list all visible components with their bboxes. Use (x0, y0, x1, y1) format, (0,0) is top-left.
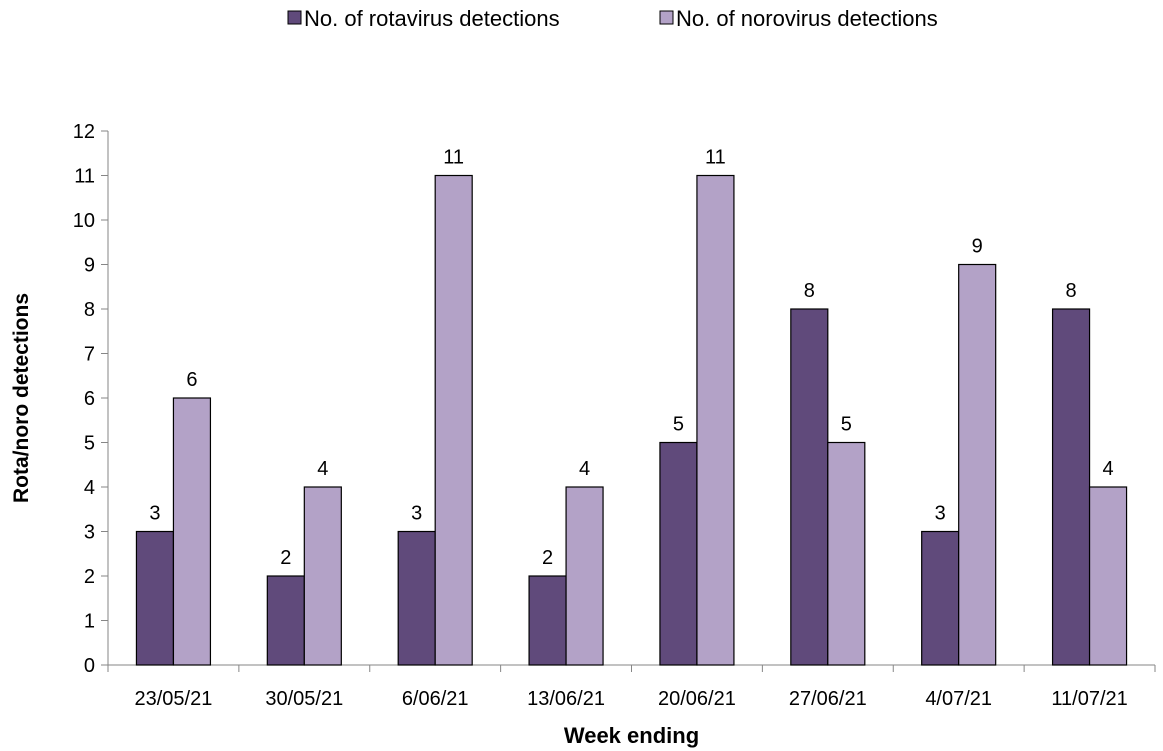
rotavirus-data-label: 3 (411, 503, 422, 525)
y-tick-label: 1 (84, 611, 95, 633)
legend-swatch-norovirus (659, 10, 674, 25)
norovirus-data-label: 11 (443, 147, 464, 169)
rotavirus-data-label: 8 (804, 280, 815, 302)
y-tick-label: 12 (73, 121, 95, 143)
norovirus-bar (827, 441, 866, 666)
x-tick-label: 11/07/21 (1051, 688, 1127, 710)
rotavirus-bar (135, 530, 175, 666)
norovirus-bar (434, 174, 473, 666)
legend-label-norovirus: No. of norovirus detections (676, 6, 938, 31)
rotavirus-bar (528, 575, 567, 666)
norovirus-bar (696, 174, 735, 666)
legend: No. of rotavirus detections No. of norovi… (287, 6, 938, 31)
y-tick-label: 7 (84, 344, 95, 366)
y-tick-label: 3 (84, 522, 95, 544)
rotavirus-data-label: 2 (542, 547, 553, 569)
x-tick-label: 27/06/21 (789, 688, 867, 710)
legend-swatch-rotavirus (287, 10, 302, 25)
x-tick-label: 30/05/21 (265, 688, 343, 710)
x-tick-label: 20/06/21 (658, 688, 736, 710)
y-tick-label: 4 (84, 477, 95, 499)
norovirus-data-label: 4 (579, 458, 590, 480)
norovirus-data-label: 4 (317, 458, 328, 480)
rotavirus-data-label: 8 (1066, 280, 1077, 302)
rotavirus-bar (659, 441, 698, 666)
norovirus-data-label: 5 (841, 414, 852, 436)
rotavirus-bar (397, 530, 436, 666)
x-tick-label: 13/06/21 (527, 688, 605, 710)
rotavirus-data-label: 3 (935, 503, 946, 525)
norovirus-data-label: 9 (972, 236, 983, 258)
y-tick-label: 8 (84, 299, 95, 321)
rotavirus-data-label: 5 (673, 414, 684, 436)
bars (135, 174, 1128, 666)
legend-label-rotavirus: No. of rotavirus detections (304, 6, 560, 31)
y-tick-label: 11 (74, 166, 95, 188)
rotavirus-data-label: 3 (149, 503, 160, 525)
y-tick-label: 0 (84, 655, 95, 677)
norovirus-data-label: 6 (186, 369, 197, 391)
norovirus-data-label: 4 (1103, 458, 1114, 480)
y-tick-label: 2 (84, 566, 95, 588)
rotavirus-bar (790, 308, 829, 666)
y-tick-label: 6 (84, 388, 95, 410)
data-labels: 3 6 2 4 3 11 2 4 5 11 8 5 3 9 8 4 (149, 147, 1113, 570)
y-tick-label: 10 (73, 210, 95, 232)
norovirus-bar (172, 397, 212, 666)
norovirus-bar (565, 486, 604, 666)
x-tick-label: 4/07/21 (925, 688, 992, 710)
norovirus-bar (303, 486, 342, 666)
y-axis-title: Rota/noro detections (10, 293, 33, 503)
rotavirus-bar (921, 530, 960, 666)
norovirus-data-label: 11 (705, 147, 726, 169)
x-tick-label: 6/06/21 (402, 688, 469, 710)
x-axis-title: Week ending (564, 723, 699, 748)
norovirus-bar (1088, 486, 1128, 666)
rotavirus-bar (1051, 308, 1091, 666)
y-tick-label: 5 (84, 433, 95, 455)
rotavirus-data-label: 2 (280, 547, 291, 569)
norovirus-bar (958, 263, 997, 666)
y-tick-label: 9 (84, 255, 95, 277)
rotavirus-bar (266, 575, 305, 666)
x-tick-label: 23/05/21 (135, 688, 213, 710)
